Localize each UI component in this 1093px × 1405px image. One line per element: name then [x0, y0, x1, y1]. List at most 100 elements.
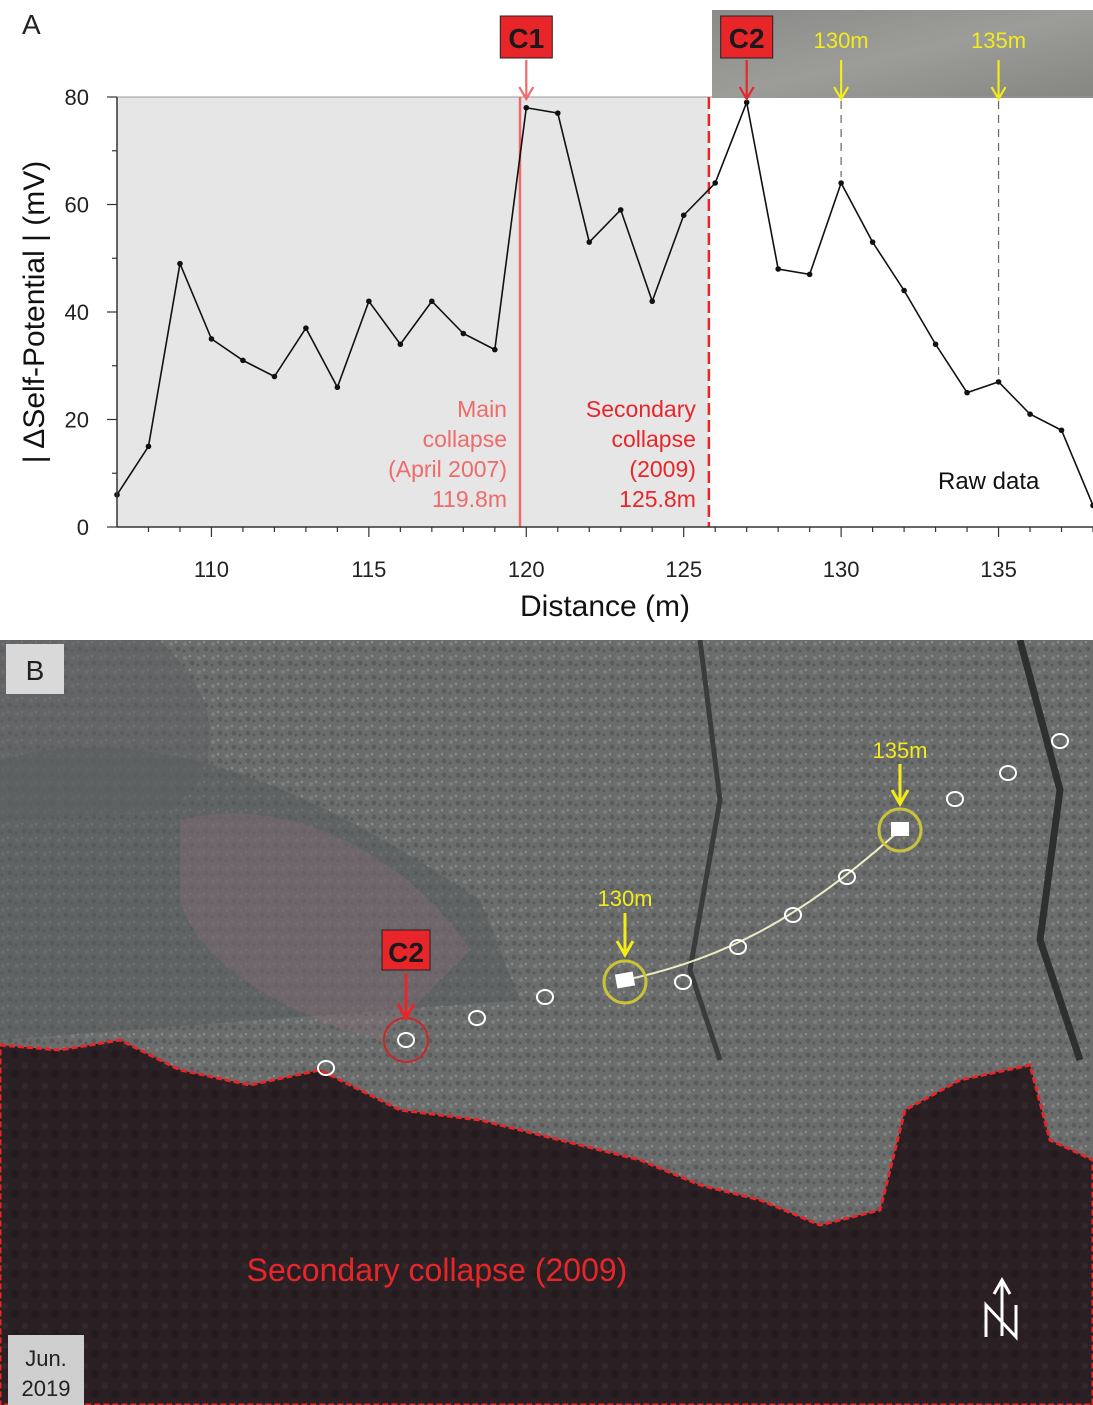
electrode-marker — [536, 989, 554, 1005]
y-axis-label: | ΔSelf-Potential | (mV) — [18, 161, 51, 463]
data-point — [712, 180, 718, 186]
electrode-marker — [674, 974, 692, 990]
data-point — [932, 341, 939, 348]
secondary-collapse-label: collapse — [612, 426, 696, 452]
data-point — [806, 271, 813, 278]
data-point — [617, 207, 624, 213]
marker-tag-text: C1 — [508, 23, 544, 54]
c2-arrow-icon — [396, 973, 416, 1022]
date-year: 2019 — [22, 1376, 71, 1401]
marker-label-130m: 130m — [814, 28, 869, 53]
north-arrow-icon — [984, 1276, 1018, 1341]
marker-tag-c1 — [499, 15, 553, 59]
date-month: Jun. — [25, 1346, 67, 1371]
x-tick-label: 135 — [980, 557, 1017, 582]
crack — [1016, 640, 1084, 1062]
main-collapse-label: collapse — [423, 426, 507, 452]
data-point — [334, 384, 341, 391]
data-point — [271, 373, 278, 380]
marker-arrow-icon — [738, 60, 755, 102]
marker-tag-c2 — [720, 15, 774, 59]
x-tick-label: 110 — [194, 557, 229, 582]
panel-b-aerial-photo: C2 130m 135m Secondary collapse (2009) B… — [0, 640, 1093, 1405]
data-point — [649, 298, 656, 305]
electrode-marker — [317, 1060, 335, 1076]
data-point — [1027, 411, 1033, 417]
secondary-collapse-label: (2009) — [629, 456, 695, 482]
marker-arrow-icon — [518, 60, 535, 102]
electrode-marker — [397, 1032, 415, 1048]
label-135m: 135m — [872, 738, 927, 763]
main-collapse-label: 119.8m — [432, 486, 507, 512]
data-point — [1058, 427, 1065, 434]
data-point — [743, 99, 750, 106]
flag-130m — [614, 971, 636, 989]
data-point — [869, 239, 876, 245]
altered-zone — [180, 813, 470, 1040]
electrode-marker — [838, 869, 856, 885]
label-130m: 130m — [597, 886, 652, 911]
marker-130m-circle — [602, 959, 648, 1005]
panel-b-label-box — [6, 644, 64, 694]
data-point — [680, 212, 687, 219]
c2-tag — [381, 929, 431, 971]
data-point — [208, 336, 215, 342]
sp-line-chart: Main collapse (April 2007) 119.8m Secondary c… — [18, 9, 1093, 623]
x-tick-label: 115 — [351, 557, 386, 582]
c2-tag-text: C2 — [388, 937, 424, 968]
data-point — [1090, 502, 1093, 509]
data-point — [145, 443, 152, 450]
y-tick-label: 20 — [65, 408, 89, 433]
x-tick-label: 120 — [508, 557, 545, 582]
data-point — [554, 110, 561, 116]
panel-b-label: B — [26, 655, 45, 686]
electrode-marker — [729, 939, 747, 955]
secondary-collapse-area — [0, 1038, 1093, 1405]
shaded-region — [117, 97, 709, 527]
marker-label-135m: 135m — [971, 28, 1026, 53]
electrode-marker — [784, 907, 802, 923]
data-point — [240, 357, 246, 364]
electrode-marker — [468, 1010, 486, 1026]
y-tick-label: 40 — [65, 300, 89, 325]
electrode-marker — [999, 765, 1017, 781]
main-collapse-label: (April 2007) — [388, 456, 507, 482]
secondary-collapse-label: Secondary — [586, 396, 696, 422]
data-point — [586, 239, 593, 245]
panel-a-chart: Main collapse (April 2007) 119.8m Secondary c… — [0, 0, 1093, 630]
raw-data-label: Raw data — [938, 468, 1040, 495]
arrow-130m-icon — [615, 913, 635, 959]
data-point — [460, 330, 467, 337]
data-point — [964, 389, 970, 396]
secondary-collapse-label: Secondary collapse (2009) — [247, 1252, 628, 1288]
electrode-marker — [946, 791, 964, 807]
data-point — [177, 260, 183, 267]
y-tick-label: 60 — [65, 193, 89, 218]
survey-line — [624, 829, 901, 981]
sp-series-line — [116, 99, 1093, 506]
data-point — [429, 298, 435, 305]
x-tick-label: 130 — [823, 557, 860, 582]
data-point — [838, 180, 844, 186]
crack — [687, 640, 723, 1061]
data-point — [492, 346, 498, 353]
marker-arrow-icon — [833, 60, 850, 102]
data-point — [901, 287, 907, 294]
data-point — [523, 104, 530, 111]
x-tick-label: 125 — [665, 557, 702, 582]
inset-photo-strip — [712, 10, 1093, 98]
x-axis-label: Distance (m) — [520, 590, 690, 623]
panel-a-label: A — [22, 9, 41, 40]
y-tick-label: 0 — [77, 515, 89, 540]
date-box — [8, 1335, 84, 1405]
data-point — [303, 325, 309, 331]
y-tick-label: 80 — [65, 85, 89, 110]
data-point — [366, 298, 372, 305]
marker-arrow-icon — [990, 60, 1007, 102]
aerial-photo-illustration: C2 130m 135m Secondary collapse (2009) B… — [0, 640, 1093, 1405]
main-collapse-label: Main — [457, 396, 507, 422]
electrode-marker — [1051, 733, 1069, 749]
data-point — [397, 341, 404, 348]
data-point — [995, 379, 1002, 385]
data-point — [775, 266, 781, 272]
